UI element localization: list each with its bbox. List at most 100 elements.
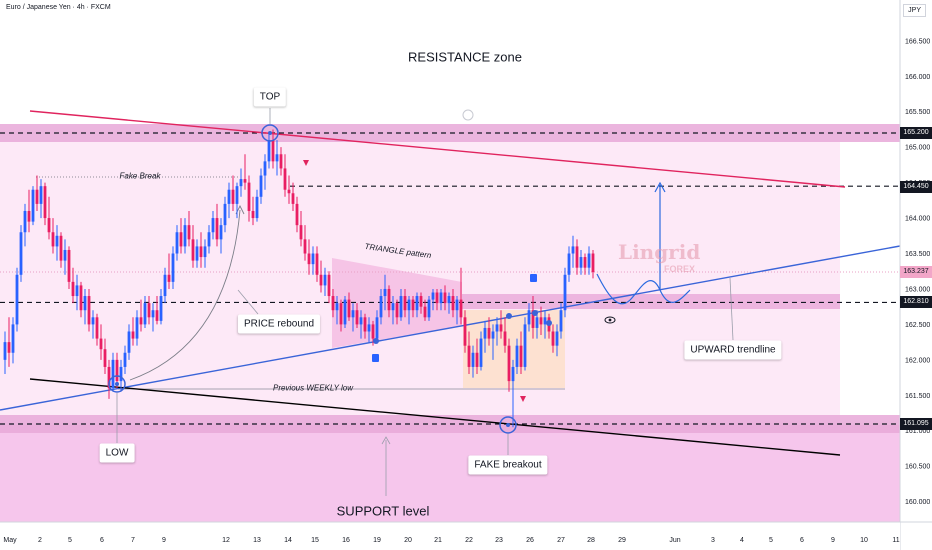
support-descending-line <box>29 378 841 456</box>
candle-body <box>487 327 491 339</box>
candle-body <box>571 246 575 254</box>
candle-body <box>207 232 211 247</box>
time-tick-label: 22 <box>465 537 473 544</box>
candle-body <box>359 317 363 325</box>
rebound-curve <box>129 209 241 381</box>
time-tick-label: 6 <box>800 537 804 544</box>
low-marker-ring <box>108 375 126 393</box>
support-area-fill <box>0 425 900 522</box>
candle-body <box>151 310 155 318</box>
candle-body <box>515 345 519 367</box>
candle-body <box>11 324 15 353</box>
candle-body <box>27 210 31 222</box>
price-tick-label: 162.500 <box>905 322 930 329</box>
descending-resistance-line <box>29 110 846 188</box>
candle-body <box>551 331 555 346</box>
candle-body <box>439 292 443 304</box>
candle-body <box>383 288 387 297</box>
candle-body <box>47 218 51 233</box>
candle-body <box>371 324 375 339</box>
candle-body <box>203 246 207 258</box>
price-tick-label: 163.000 <box>905 286 930 293</box>
candle-body <box>451 296 455 311</box>
candle-body <box>187 225 191 240</box>
candle-body <box>375 317 379 339</box>
candle-body <box>211 218 215 233</box>
candle-body <box>215 218 219 240</box>
candle-body <box>491 331 495 339</box>
candle-body <box>3 342 7 360</box>
candle-body <box>467 345 471 367</box>
time-tick-label: 14 <box>284 537 292 544</box>
candle-body <box>587 253 591 268</box>
candle-body <box>179 232 183 247</box>
candle-body <box>183 225 187 247</box>
candle-body <box>127 331 131 353</box>
candle-body <box>579 257 583 268</box>
event-icon <box>372 354 379 362</box>
candle-body <box>471 352 475 367</box>
fake-breakout-marker-dot <box>506 423 510 427</box>
time-tick-label: 9 <box>831 537 835 544</box>
candle-body <box>479 338 483 367</box>
support-callout-arrowhead <box>381 436 391 445</box>
candle-body <box>459 299 463 318</box>
rebound-callout-line <box>237 289 259 315</box>
touch-point-marker <box>373 338 379 344</box>
low-label: LOW <box>99 443 135 463</box>
brand-watermark-sub: FOREX <box>664 264 696 274</box>
candle-body <box>411 299 415 311</box>
candle-body <box>131 331 135 339</box>
time-tick-label: Jun <box>669 537 680 544</box>
candle-body <box>475 352 479 367</box>
candle-body <box>591 253 595 273</box>
candle-body <box>299 225 303 240</box>
upward-trendline-label: UPWARD trendline <box>684 340 782 360</box>
candle-body <box>503 331 507 346</box>
candle-body <box>247 182 251 211</box>
eye-icon <box>604 316 616 324</box>
candle-body <box>163 274 167 297</box>
candle-body <box>407 299 411 311</box>
candle-body <box>7 342 11 353</box>
currency-label[interactable]: JPY <box>903 4 926 17</box>
time-tick-label: 2 <box>38 537 42 544</box>
candle-body <box>271 140 275 162</box>
candle-body <box>419 296 423 307</box>
candle-body <box>303 239 307 254</box>
price-tick-label: 166.500 <box>905 38 930 45</box>
candle-body <box>563 274 567 311</box>
candle-body <box>95 317 99 339</box>
candle-body <box>67 249 71 282</box>
candle-body <box>119 366 123 382</box>
time-tick-label: 10 <box>860 537 868 544</box>
candle-body <box>447 296 451 304</box>
candle-body <box>575 246 579 268</box>
candle-body <box>495 324 499 332</box>
time-tick-label: 9 <box>162 537 166 544</box>
candle-body <box>583 257 587 268</box>
candle-body <box>111 359 115 389</box>
candle-body <box>391 303 395 311</box>
candle-body <box>159 296 163 321</box>
price-badge-163237: 163.237 <box>900 266 932 278</box>
price-badge-165200: 165.200 <box>900 127 932 139</box>
candle-body <box>63 249 67 261</box>
top-marker-ring <box>261 124 279 142</box>
event-icon <box>462 109 474 121</box>
candle-body <box>243 179 247 183</box>
candle-body <box>147 303 151 318</box>
candle-body <box>463 317 467 346</box>
time-tick-label: 27 <box>557 537 565 544</box>
price-tick-label: 160.500 <box>905 464 930 471</box>
candle-body <box>263 161 267 176</box>
candle-body <box>35 189 39 204</box>
candle-body <box>347 299 351 318</box>
candle-body <box>39 186 43 204</box>
candle-body <box>175 232 179 254</box>
price-tick-label: 160.000 <box>905 499 930 506</box>
price-badge-162810: 162.810 <box>900 296 932 308</box>
candle-body <box>531 310 535 328</box>
